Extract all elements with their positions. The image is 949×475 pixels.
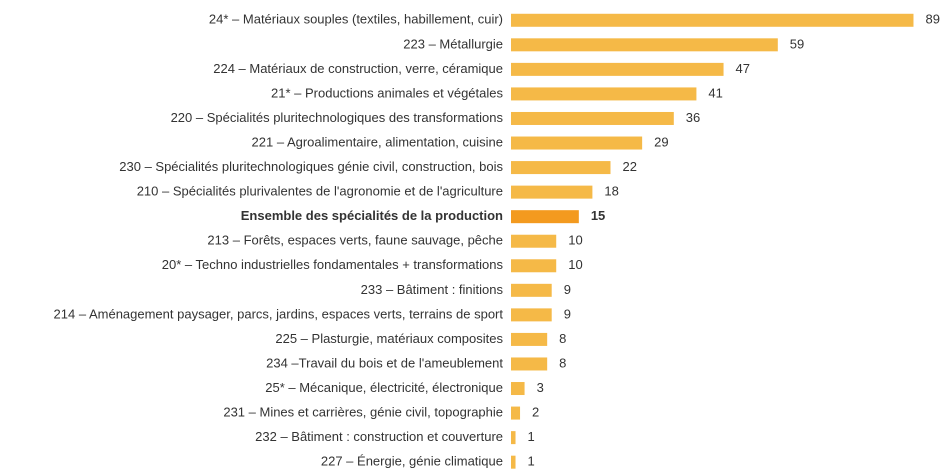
value-label: 8	[559, 331, 566, 346]
value-label: 41	[708, 85, 722, 100]
value-label: 89	[925, 12, 939, 27]
value-label: 9	[564, 306, 571, 321]
category-label: 231 – Mines et carrières, génie civil, t…	[223, 405, 503, 420]
bar	[511, 382, 525, 396]
value-label: 36	[686, 110, 700, 125]
bar	[511, 332, 548, 346]
bar	[511, 111, 674, 125]
category-label: 232 – Bâtiment : construction et couvert…	[255, 429, 503, 444]
category-label: 221 – Agroalimentaire, alimentation, cui…	[252, 134, 503, 149]
category-label: 227 – Énergie, génie climatique	[321, 454, 503, 469]
bar	[511, 87, 697, 101]
bar	[511, 431, 516, 445]
bar	[511, 136, 643, 150]
bar	[511, 259, 557, 273]
category-label: 214 – Aménagement paysager, parcs, jardi…	[54, 306, 504, 321]
bar	[511, 62, 724, 76]
bar	[511, 283, 552, 297]
category-label: 25* – Mécanique, électricité, électroniq…	[265, 380, 503, 395]
value-label: 1	[528, 429, 535, 444]
category-label: Ensemble des spécialités de la productio…	[241, 208, 503, 223]
value-label: 9	[564, 282, 571, 297]
category-label: 213 – Forêts, espaces verts, faune sauva…	[207, 233, 503, 248]
category-label: 225 – Plasturgie, matériaux composites	[275, 331, 503, 346]
value-label: 47	[736, 61, 750, 76]
bar	[511, 406, 521, 420]
value-label: 22	[622, 159, 636, 174]
category-label: 20* – Techno industrielles fondamentales…	[162, 257, 504, 272]
category-label: 21* – Productions animales et végétales	[271, 85, 503, 100]
category-label: 234 –Travail du bois et de l'ameublement	[266, 355, 503, 370]
value-label: 15	[591, 208, 605, 223]
value-label: 10	[568, 233, 582, 248]
bar	[511, 234, 557, 248]
value-label: 29	[654, 134, 668, 149]
value-label: 3	[537, 380, 544, 395]
value-label: 18	[604, 184, 618, 199]
bar	[511, 308, 552, 322]
bar	[511, 38, 778, 52]
category-label: 223 – Métallurgie	[403, 36, 503, 51]
bar	[511, 185, 593, 199]
bar	[511, 13, 914, 27]
category-label: 24* – Matériaux souples (textiles, habil…	[209, 12, 503, 27]
bar	[511, 357, 548, 371]
value-label: 1	[528, 454, 535, 469]
bar	[511, 210, 579, 224]
category-label: 230 – Spécialités pluritechnologiques gé…	[119, 159, 503, 174]
value-label: 10	[568, 257, 582, 272]
category-label: 210 – Spécialités plurivalentes de l'agr…	[137, 184, 503, 199]
category-label: 224 – Matériaux de construction, verre, …	[213, 61, 503, 76]
category-label: 220 – Spécialités pluritechnologiques de…	[171, 110, 504, 125]
value-label: 59	[790, 36, 804, 51]
value-label: 2	[532, 405, 539, 420]
bar	[511, 161, 611, 175]
category-label: 233 – Bâtiment : finitions	[361, 282, 504, 297]
bar	[511, 455, 516, 469]
value-label: 8	[559, 355, 566, 370]
